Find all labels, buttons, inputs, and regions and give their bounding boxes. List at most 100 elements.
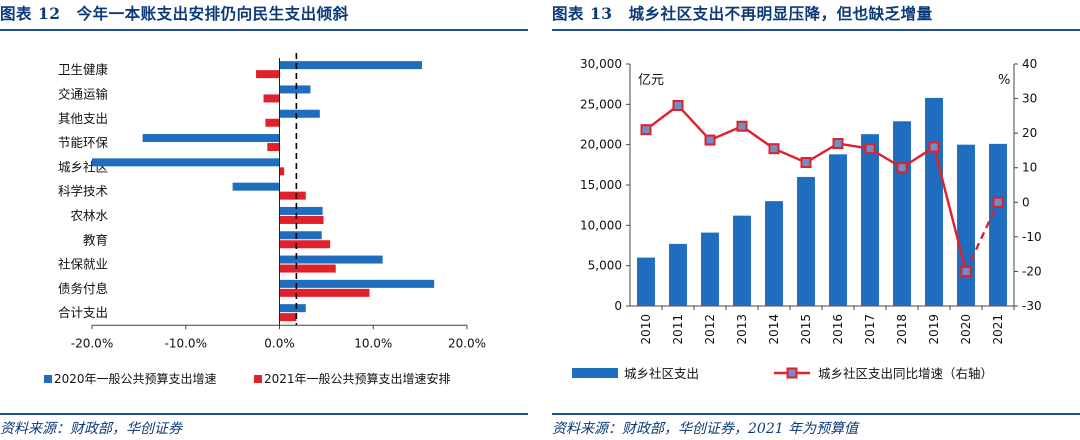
x-tick-label: 2016 xyxy=(831,314,845,345)
growth-line-marker xyxy=(832,138,844,150)
bar-2020 xyxy=(279,206,323,215)
x-tick-label: 2017 xyxy=(863,314,877,345)
legend-line-label: 城乡社区支出同比增速（右轴） xyxy=(818,366,993,381)
expenditure-bar xyxy=(701,232,719,306)
legend-label: 2021年一般公共预算支出增速安排 xyxy=(264,371,451,386)
bar-2020 xyxy=(279,109,320,118)
bar-2021 xyxy=(279,167,285,176)
expenditure-bar xyxy=(829,154,847,306)
legend-bar-swatch xyxy=(572,368,618,378)
right-title-rule xyxy=(552,29,1080,31)
expenditure-bar xyxy=(989,143,1007,306)
right-figure-label: 图表 xyxy=(552,4,585,23)
x-tick-label: 2015 xyxy=(799,314,813,345)
expenditure-bar xyxy=(669,243,687,306)
bar-2021 xyxy=(279,288,370,297)
growth-line-segment-dashed xyxy=(964,201,1000,272)
left-figure-number: 12 xyxy=(38,4,61,23)
right-combo-chart: 0 5,000 10,000 15,000 20,000 25,000 30,000 -30 -… xyxy=(572,57,1042,381)
expenditure-bar xyxy=(797,176,815,306)
growth-line-marker xyxy=(672,99,684,111)
growth-line-marker xyxy=(768,143,780,155)
left-bar-chart: 卫生健康交通运输其他支出节能环保城乡社区科学技术农林水教育社保就业债务付息合计支… xyxy=(44,53,486,386)
bar-2020 xyxy=(279,85,311,94)
left-source-rule xyxy=(0,413,528,415)
x-tick-label: 2010 xyxy=(639,314,653,345)
x-tick-label: 2019 xyxy=(927,314,941,345)
growth-line-marker xyxy=(992,196,1004,208)
right-figure-title-text: 城乡社区支出不再明显压降，但也缺乏增量 xyxy=(628,4,933,23)
expenditure-bar xyxy=(925,97,943,306)
category-label: 其他支出 xyxy=(58,111,108,126)
x-tick-label: 10.0% xyxy=(354,336,392,350)
x-tick-label: 2011 xyxy=(671,314,685,345)
left-figure-title-text: 今年一本账支出安排仍向民生支出倾斜 xyxy=(76,4,349,23)
left-y-tick-label: 0 xyxy=(614,299,622,313)
left-y-tick-label: 15,000 xyxy=(580,178,622,192)
bar-2021 xyxy=(263,94,280,103)
bar-2021 xyxy=(279,215,324,224)
expenditure-bar xyxy=(637,257,655,306)
right-source-note: 资料来源：财政部，华创证券，2021 年为预算值 xyxy=(552,421,859,437)
growth-line-marker xyxy=(640,124,652,136)
bar-2020 xyxy=(142,134,280,143)
x-tick-label: 2012 xyxy=(703,314,717,345)
right-source-rule xyxy=(552,413,1080,415)
growth-line-marker xyxy=(896,162,908,174)
right-y-tick-label: 20 xyxy=(1022,126,1037,140)
right-y-tick-label: 0 xyxy=(1022,195,1030,209)
legend-bar-label: 城乡社区支出 xyxy=(624,366,699,381)
bar-2021 xyxy=(279,240,331,249)
x-tick-label: -20.0% xyxy=(71,336,113,350)
expenditure-bar xyxy=(957,144,975,306)
bar-2021 xyxy=(279,191,306,200)
right-y-tick-label: -30 xyxy=(1022,299,1042,313)
bar-2020 xyxy=(92,158,280,167)
legend-label: 2020年一般公共预算支出增速 xyxy=(54,371,217,386)
bar-2021 xyxy=(279,264,336,273)
bar-2020 xyxy=(279,231,322,240)
right-y-tick-label: -20 xyxy=(1022,264,1042,278)
left-figure-panel: 图表 12 今年一本账支出安排仍向民生支出倾斜 卫生健康 交通运输 其他支出 节能环保 城乡… xyxy=(0,0,528,440)
right-figure-number: 13 xyxy=(590,4,613,23)
left-y-unit-label: 亿元 xyxy=(638,73,664,88)
x-tick-label: 2020 xyxy=(959,314,973,345)
category-label: 交通运输 xyxy=(58,86,109,101)
x-tick-label: 2018 xyxy=(895,314,909,345)
growth-line-marker xyxy=(704,134,716,146)
left-y-tick-label: 30,000 xyxy=(580,57,622,71)
bar-2021 xyxy=(265,118,280,127)
growth-line-segment xyxy=(677,104,711,141)
x-tick-label: 20.0% xyxy=(448,336,486,350)
growth-line-marker xyxy=(928,141,940,153)
category-label: 债务付息 xyxy=(58,281,108,296)
bar-2021 xyxy=(267,143,280,152)
x-tick-label: -10.0% xyxy=(165,336,207,350)
growth-line-segment xyxy=(932,146,968,272)
growth-line-marker xyxy=(800,157,812,169)
left-y-tick-label: 5,000 xyxy=(588,259,622,273)
x-tick-label: 2021 xyxy=(991,314,1005,345)
category-label: 社保就业 xyxy=(58,257,108,272)
bar-2020 xyxy=(279,304,306,313)
x-tick-label: 0.0% xyxy=(264,336,295,350)
left-title-rule xyxy=(0,29,528,31)
right-figure-title: 图表 13 城乡社区支出不再明显压降，但也缺乏增量 xyxy=(552,2,933,24)
legend-swatch xyxy=(44,375,52,383)
bar-2020 xyxy=(279,279,435,288)
bar-2020 xyxy=(279,61,422,70)
right-y-tick-label: 10 xyxy=(1022,161,1037,175)
right-figure-panel: 图表 13 城乡社区支出不再明显压降，但也缺乏增量 0 5,000 10,000 15,0… xyxy=(552,0,1080,440)
left-figure-title: 图表 12 今年一本账支出安排仍向民生支出倾斜 xyxy=(0,2,349,24)
growth-line-marker xyxy=(864,143,876,155)
expenditure-bar xyxy=(893,121,911,306)
right-y-tick-label: -10 xyxy=(1022,230,1042,244)
category-label: 合计支出 xyxy=(58,305,108,320)
category-label: 科学技术 xyxy=(58,184,109,199)
bar-2020 xyxy=(279,255,383,264)
left-source-note: 资料来源：财政部，华创证券 xyxy=(0,421,182,437)
legend-swatch xyxy=(254,375,262,383)
right-y-tick-label: 40 xyxy=(1022,57,1037,71)
left-y-tick-label: 25,000 xyxy=(580,97,622,111)
category-label: 卫生健康 xyxy=(58,62,109,77)
